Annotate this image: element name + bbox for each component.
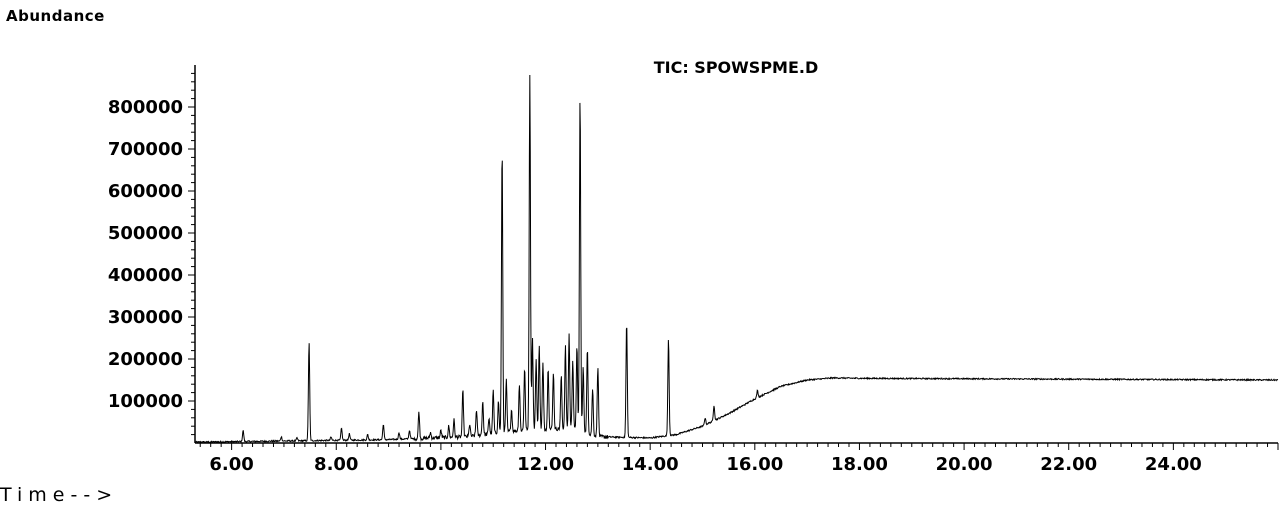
x-axis-label: Time-->	[0, 484, 119, 506]
chart-title: TIC: SPOWSPME.D	[654, 58, 819, 77]
y-tick-label: 100000	[108, 391, 183, 412]
tic-series-line	[194, 75, 1279, 444]
y-tick-label: 400000	[108, 265, 183, 286]
x-tick-label: 18.00	[831, 454, 888, 475]
x-tick-label: 6.00	[209, 454, 253, 475]
x-ticks: 6.00 8.00 10.00 12.00 14.00 16.00 18.00 20.00 22…	[199, 443, 1279, 475]
y-tick-label: 600000	[108, 181, 183, 202]
series-layer	[194, 75, 1279, 444]
y-ticks: 100000 200000 300000 400000 500000 600000 7000…	[108, 72, 195, 436]
x-tick-label: 8.00	[314, 454, 358, 475]
y-tick-label: 800000	[108, 97, 183, 118]
x-tick-label: 22.00	[1040, 454, 1097, 475]
x-tick-label: 14.00	[622, 454, 679, 475]
x-tick-label: 20.00	[936, 454, 993, 475]
y-axis-label: Abundance	[6, 7, 105, 25]
y-tick-label: 300000	[108, 307, 183, 328]
x-tick-label: 10.00	[412, 454, 469, 475]
y-tick-label: 200000	[108, 349, 183, 370]
axes	[194, 65, 1278, 444]
x-tick-label: 24.00	[1145, 454, 1202, 475]
x-tick-label: 12.00	[517, 454, 574, 475]
y-tick-label: 700000	[108, 139, 183, 160]
y-tick-label: 500000	[108, 223, 183, 244]
x-tick-label: 16.00	[726, 454, 783, 475]
